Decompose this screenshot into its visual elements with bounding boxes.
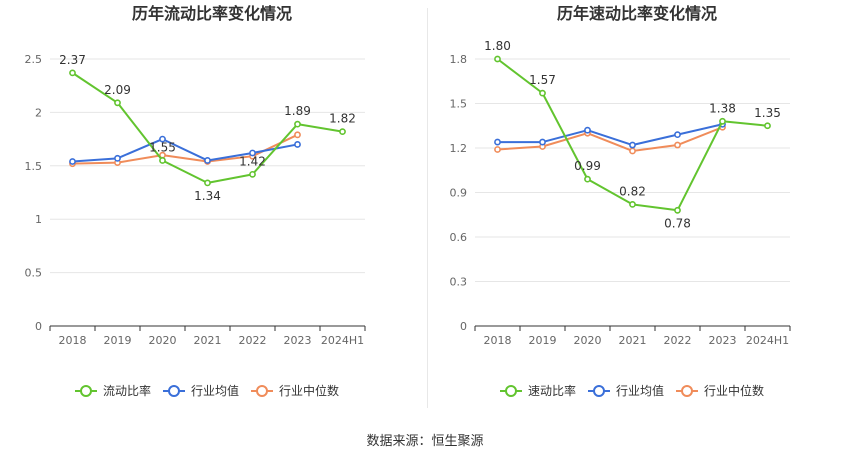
quick-ratio-series-line-2 [497,126,723,152]
current-ratio-series-0-point [294,120,301,128]
current-ratio-x-tick-label: 2018 [59,334,87,347]
quick-ratio-series-1-point [584,126,591,134]
quick-ratio-legend-swatch-marker [505,385,517,397]
quick-ratio-series-1-point [629,141,636,149]
quick-ratio-x-tick-label: 2021 [619,334,647,347]
current-ratio-data-label: 1.55 [149,140,176,154]
quick-ratio-legend-swatch-marker [681,385,693,397]
quick-ratio-y-tick-label: 0.9 [450,187,468,200]
current-ratio-series-1-point [159,135,166,143]
current-ratio-data-label: 1.34 [194,189,221,203]
quick-ratio-series-0-point [674,206,681,214]
current-ratio-series-line-2 [72,133,298,165]
quick-ratio-series-0-point [719,117,726,125]
current-ratio-x-tick-label: 2021 [194,334,222,347]
quick-ratio-legend-label: 行业均值 [616,383,664,398]
current-ratio-y-tick-label: 1.5 [25,160,43,173]
quick-ratio-legend-item-0[interactable]: 速动比率 [500,383,576,398]
quick-ratio-data-label: 1.80 [484,39,511,53]
quick-ratio-data-label: 1.38 [709,101,736,115]
quick-ratio-y-tick-label: 0.3 [450,276,468,289]
current-ratio-series-line-1 [72,138,298,163]
quick-ratio-x-tick-label: 2018 [484,334,512,347]
current-ratio-x-tick-label: 2023 [284,334,312,347]
current-ratio-series-0-point [159,157,166,164]
current-ratio-data-label: 1.42 [239,154,266,168]
current-ratio-legend-item-0[interactable]: 流动比率 [75,383,151,398]
current-ratio-x-tick-label: 2019 [104,334,132,347]
current-ratio-data-label: 1.89 [284,104,311,118]
current-ratio-series-0-point [339,128,346,136]
quick-ratio-series-line-1 [497,123,723,147]
quick-ratio-y-tick-label: 1.8 [450,53,468,66]
current-ratio-series-1-point [249,149,256,157]
current-ratio-data-label: 1.82 [329,112,356,126]
data-source-note: 数据来源：恒生聚源 [366,434,484,449]
current-ratio-title: 历年流动比率变化情况 [132,4,292,23]
quick-ratio-data-label: 0.78 [664,216,691,230]
current-ratio-series-2-point [294,131,301,139]
quick-ratio-data-label: 0.99 [574,159,601,173]
quick-ratio-series-0-point [494,55,501,63]
quick-ratio-series-1-point [539,138,546,146]
quick-ratio-legend-label: 速动比率 [528,383,576,398]
quick-ratio-x-tick-label: 2019 [529,334,557,347]
current-ratio-data-label: 2.09 [104,83,131,97]
current-ratio-x-tick-label: 2024H1 [321,334,364,347]
quick-ratio-data-label: 1.35 [754,106,781,120]
quick-ratio-data-label: 0.82 [619,184,646,198]
quick-ratio-legend-label: 行业中位数 [704,383,764,398]
quick-ratio-y-tick-label: 0 [460,320,467,333]
chart-divider [427,8,428,408]
quick-ratio-legend-item-1[interactable]: 行业均值 [588,383,664,398]
current-ratio-series-1-point [204,157,211,164]
quick-ratio-legend-item-2[interactable]: 行业中位数 [676,383,764,398]
current-ratio-y-tick-label: 0.5 [25,267,43,280]
current-ratio-legend-swatch-marker [168,385,180,397]
quick-ratio-series-0-point [764,122,771,130]
current-ratio-legend-swatch-marker [80,385,92,397]
quick-ratio-x-tick-label: 2023 [709,334,737,347]
quick-ratio-series-1-point [674,131,681,139]
quick-ratio-series-2-point [494,146,501,153]
quick-ratio-series-1-point [494,138,501,146]
current-ratio-y-tick-label: 2.5 [25,53,43,66]
quick-ratio-series-2-point [629,147,636,155]
quick-ratio-legend-swatch-marker [593,385,605,397]
quick-ratio-x-tick-label: 2020 [574,334,602,347]
quick-ratio-data-label: 1.57 [529,73,556,87]
quick-ratio-x-tick-label: 2024H1 [746,334,789,347]
quick-ratio-series-2-point [674,141,681,149]
current-ratio-legend-swatch-marker [256,385,268,397]
current-ratio-legend-label: 行业中位数 [279,383,339,398]
quick-ratio-series-0-point [584,175,591,183]
quick-ratio-y-tick-label: 1.5 [450,98,468,111]
quick-ratio-title: 历年速动比率变化情况 [557,4,717,23]
current-ratio-y-tick-label: 0 [35,320,42,333]
quick-ratio-y-tick-label: 1.2 [450,142,468,155]
current-ratio-series-1-point [294,141,301,148]
current-ratio-x-tick-label: 2020 [149,334,177,347]
current-ratio-legend-item-2[interactable]: 行业中位数 [251,383,339,398]
current-ratio-legend-label: 流动比率 [103,383,151,398]
quick-ratio-chart: 历年速动比率变化情况 0 0.3 0.6 0.9 1.2 1.5 1.8 2018 2019 202… [450,4,791,398]
current-ratio-y-tick-label: 1 [35,213,42,226]
current-ratio-y-tick-label: 2 [35,106,42,119]
current-ratio-series-0-point [69,69,76,77]
current-ratio-series-1-point [69,158,76,165]
current-ratio-series-0-point [114,99,121,107]
current-ratio-series-0-point [249,170,256,178]
quick-ratio-series-0-point [539,89,546,97]
quick-ratio-y-tick-label: 0.6 [450,231,468,244]
current-ratio-data-label: 2.37 [59,53,86,67]
current-ratio-x-tick-label: 2022 [239,334,267,347]
current-ratio-legend-label: 行业均值 [191,383,239,398]
current-ratio-chart: 历年流动比率变化情况 0 0.5 1 1.5 2 2.5 2018 2019 2020 2021 20… [25,4,366,398]
current-ratio-series-1-point [114,154,121,162]
current-ratio-series-0-point [204,179,211,187]
quick-ratio-series-0-point [629,200,636,208]
quick-ratio-x-tick-label: 2022 [664,334,692,347]
current-ratio-legend-item-1[interactable]: 行业均值 [163,383,239,398]
